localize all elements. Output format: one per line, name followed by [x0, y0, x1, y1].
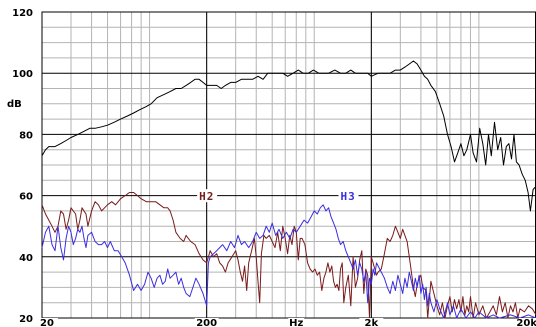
x-tick-label: 200	[196, 318, 217, 327]
y-tick-label: 20	[19, 314, 33, 325]
x-tick-bg	[39, 318, 58, 327]
series-label-bg	[338, 189, 359, 203]
series-line-h3	[41, 204, 536, 319]
series-layer	[41, 60, 536, 319]
minor-grid	[42, 12, 536, 318]
x-tick-bg	[359, 318, 384, 327]
x-tick-bg	[194, 318, 219, 327]
y-tick-label: 60	[19, 192, 33, 203]
series-label-h3: H3	[341, 190, 356, 203]
series-label-h2: H2	[199, 190, 214, 203]
series-line-h2	[41, 192, 536, 319]
x-tick-bg	[519, 318, 536, 327]
axis-labels: 120 100 80 60 40 20 dB 20 200 2k 20k Hz	[7, 8, 536, 327]
series-line-fundamental	[41, 60, 536, 212]
y-tick-label: 40	[19, 253, 33, 264]
y-tick-label: 120	[12, 8, 33, 19]
series-label-bg	[197, 189, 218, 203]
series-labels: H2 H3	[197, 189, 359, 203]
x-axis-label-bg	[288, 318, 305, 327]
x-tick-label: 20	[40, 318, 54, 327]
x-tick-label: 2k	[365, 318, 379, 327]
x-axis-label: Hz	[289, 318, 303, 327]
x-tick-label: 20k	[516, 318, 536, 327]
y-axis-label: dB	[7, 99, 22, 110]
y-tick-label: 100	[12, 69, 33, 80]
y-tick-label: 80	[19, 130, 33, 141]
